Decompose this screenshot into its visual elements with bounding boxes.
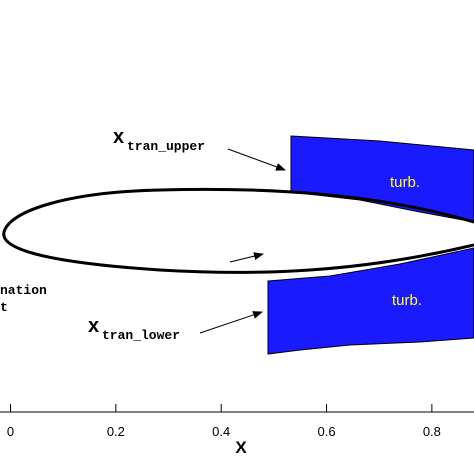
label-sub: tran_upper [127,139,205,154]
region-label: turb. [390,174,420,191]
airfoil [2,187,474,274]
tick-label: 0 [7,424,14,439]
upper-turbulent-region [290,135,474,223]
label-var: x [88,315,99,337]
arrow [227,148,286,171]
axis-title: X [235,438,247,457]
arrow [229,252,264,263]
tick-label: 0.2 [107,424,125,439]
label-sub: tran_lower [102,328,180,343]
tick-label: 0.6 [317,424,335,439]
region-label: turb. [392,292,422,309]
stagnation-label: t [0,300,8,315]
tick-label: 0.4 [212,424,230,439]
tick-label: 0.8 [423,424,441,439]
lower-turbulent-region [267,247,474,355]
stagnation-label: nation [0,283,47,298]
arrow [199,311,263,334]
label-var: x [113,126,124,148]
